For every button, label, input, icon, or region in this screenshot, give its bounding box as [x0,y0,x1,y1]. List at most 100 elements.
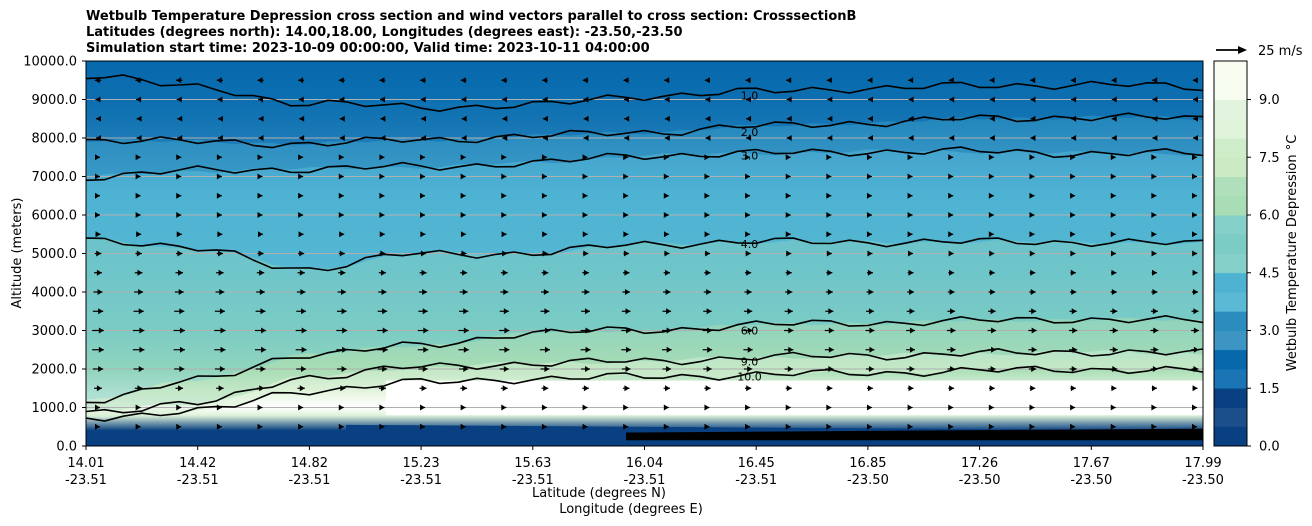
wind-vector [92,308,104,315]
wind-vector [176,231,182,238]
wind-vector [948,173,954,180]
wind-vector [826,212,832,218]
wind-vector [176,212,182,218]
y-tick-label: 4000.0 [32,286,78,301]
wind-vector [1151,423,1157,430]
wind-vector [217,96,223,103]
y-tick-label: 1000.0 [32,401,78,416]
contour-label: 2.0 [741,126,759,139]
colorbar-segment [1214,292,1247,312]
wind-vector [541,212,547,218]
wind-vector [419,385,427,392]
wind-vector [499,308,509,315]
wind-vector [500,269,508,276]
wind-vector [176,250,183,257]
wind-vector [216,250,224,257]
wind-vector [173,346,185,353]
wind-vector [95,404,100,411]
wind-vector [1069,346,1078,353]
y-tick-label: 0.0 [56,440,77,455]
colorbar-segment [1214,80,1247,100]
wind-vector [176,404,182,411]
wind-vector [1192,154,1197,161]
wind-vector [704,385,711,392]
wind-vector [664,96,670,103]
wind-vector [1193,96,1198,103]
contour-label: 9.0 [741,355,759,368]
wind-vector [135,212,141,218]
colorbar-tick-label: 3.0 [1259,324,1280,339]
wind-vector [542,115,548,122]
wind-vector [826,269,833,276]
wind-vector [133,366,144,372]
wind-vector [785,289,793,295]
contour-label: 1.0 [741,90,759,103]
wind-vector [1151,289,1158,295]
x-axis-label-lat: Latitude (degrees N) [532,486,666,501]
wind-vector [339,135,345,141]
wind-vector [1151,269,1158,276]
wind-vector [338,173,344,180]
wind-vector [338,404,344,411]
wind-vector [703,289,712,295]
wind-vector [420,77,426,84]
title-line-3: Simulation start time: 2023-10-09 00:00:… [86,41,650,56]
colorbar-tick-label: 0.0 [1259,440,1280,455]
wind-vector [662,308,672,315]
wind-vector [299,135,305,141]
wind-vector [1191,366,1199,372]
wind-vector [419,269,427,276]
x-tick-lon: -23.51 [624,473,666,488]
wind-vector [135,423,141,430]
wind-vector [540,308,550,315]
wind-vector [296,366,307,372]
wind-vector [1070,77,1076,84]
wind-vector [135,404,141,411]
wind-vector [827,135,833,141]
wind-vector [1191,308,1199,315]
wind-vector [1192,77,1198,84]
wind-vector [582,212,588,218]
x-tick-lon: -23.51 [735,473,777,488]
x-tick-lat: 16.45 [738,456,775,471]
wind-vector [1111,135,1117,141]
wind-vector [501,173,507,180]
wind-vector [989,135,995,141]
wind-vector [95,231,101,238]
wind-vector [500,289,509,295]
wind-vector [216,269,224,276]
wind-vector [623,154,629,161]
wind-vector [907,212,913,218]
wind-vector [663,231,669,238]
wind-vector [459,289,468,295]
wind-vector [581,308,590,315]
wind-vector [784,346,794,353]
wind-vector [95,212,100,218]
wind-vector [825,289,833,295]
wind-vector [988,423,994,430]
wind-vector [420,231,426,238]
wind-vector [1030,77,1036,84]
wind-vector [745,423,751,430]
wind-vector [704,192,710,199]
wind-vector [785,423,791,430]
colorbar-segment [1214,61,1247,81]
wind-vector [295,346,307,353]
wind-vector [1029,154,1035,161]
wind-vector [175,269,184,276]
wind-vector [1110,173,1116,180]
wind-vector [258,135,264,141]
wind-vector [541,385,549,392]
wind-vector [948,385,955,392]
wind-vector [1192,212,1197,218]
x-tick-lat: 16.85 [849,456,886,471]
wind-vector [1111,385,1117,392]
wind-vector [95,173,100,180]
wind-vector [378,269,386,276]
wind-vector [703,308,712,315]
wind-vector [96,115,101,122]
x-tick-lat: 17.67 [1073,456,1110,471]
colorbar-segment [1214,388,1247,408]
wind-vector [743,366,753,372]
colorbar-tick-label: 6.0 [1259,209,1280,224]
